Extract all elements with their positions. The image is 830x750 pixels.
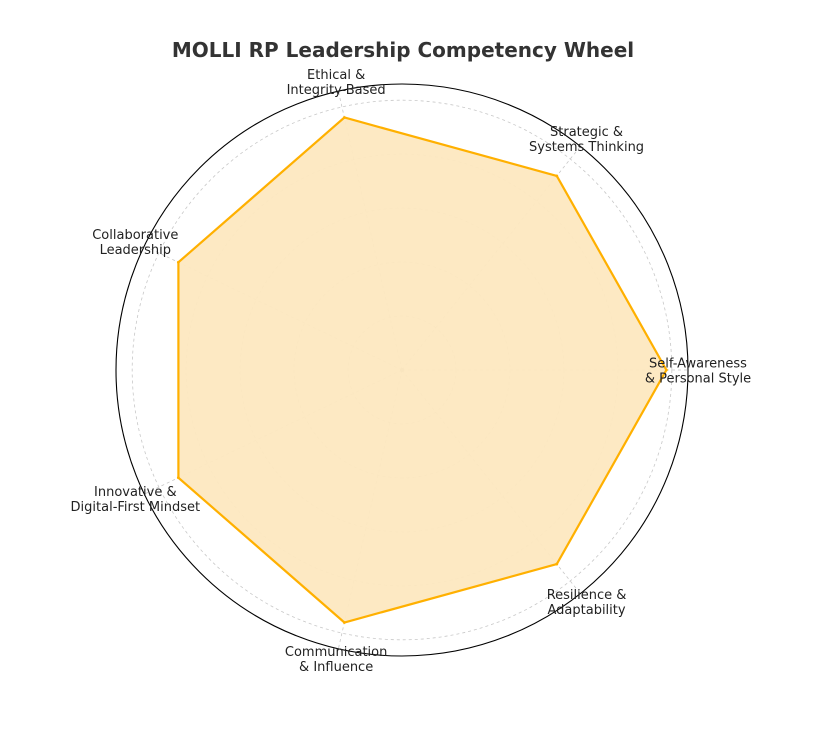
axis-label-line: Resilience & (547, 588, 627, 603)
axis-label-line: Adaptability (548, 603, 626, 618)
axis-label-line: Collaborative (92, 228, 178, 243)
axis-label-4: Collaborative Leadership (92, 228, 178, 258)
axis-label-line: Self-Awareness (649, 357, 747, 372)
data-point-3 (342, 116, 346, 119)
axis-label-2: Strategic & Systems Thinking (529, 125, 644, 155)
axis-label-line: & Personal Style (645, 372, 751, 387)
series-line-1 (177, 116, 668, 624)
axis-label-line: Ethical & (307, 68, 365, 83)
axis-label-line: Communication (285, 645, 387, 660)
axis-label-line: Strategic & (550, 125, 623, 140)
axis-label-line: Systems Thinking (529, 140, 644, 155)
axis-label-6: Communication & Influence (285, 645, 387, 675)
axis-label-3: Ethical & Integrity-Based (287, 68, 386, 98)
axis-label-line: & Influence (299, 660, 373, 675)
axis-label-line: Leadership (100, 243, 171, 258)
outer-ring (115, 83, 689, 657)
grid-ring-5 (131, 99, 673, 641)
series-area-1 (178, 117, 667, 623)
label-layer: Self-Awareness & Personal Style Strategic … (71, 68, 752, 675)
chart-title: MOLLI RP Leadership Competency Wheel (171, 38, 635, 62)
data-point-1 (665, 368, 668, 372)
axis-label-line: Innovative & (94, 485, 177, 500)
axis-label-line: Digital-First Mindset (71, 500, 201, 515)
axis-label-7: Resilience & Adaptability (547, 588, 627, 618)
data-point-5 (176, 476, 180, 480)
axis-label-line: Integrity-Based (287, 83, 386, 98)
axis-label-5: Innovative & Digital-First Mindset (71, 485, 201, 515)
data-layer (176, 116, 668, 624)
data-point-7 (555, 562, 559, 566)
axis-label-1: Self-Awareness & Personal Style (645, 357, 751, 387)
data-point-4 (176, 260, 180, 264)
data-point-6 (342, 621, 346, 624)
data-point-2 (555, 174, 559, 178)
